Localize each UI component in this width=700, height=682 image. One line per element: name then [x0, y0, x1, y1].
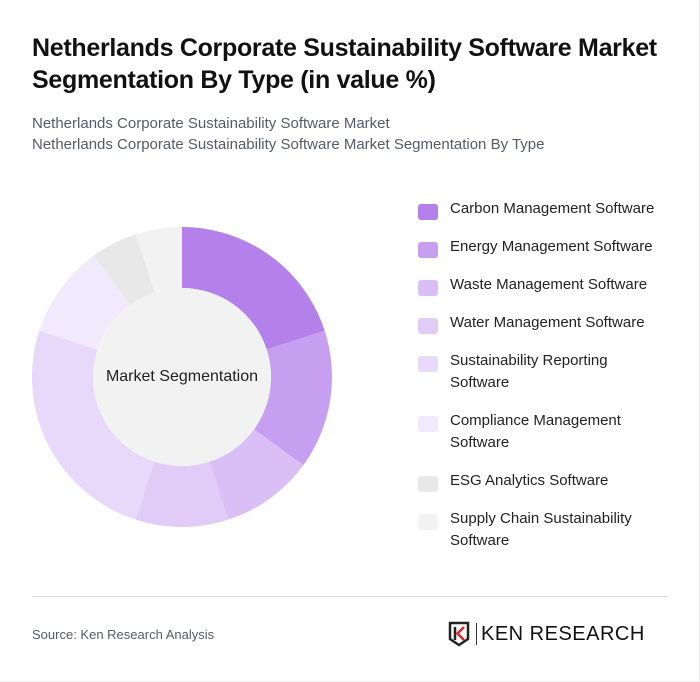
legend-label: Supply Chain Sustainability Software — [450, 510, 632, 549]
legend-label: Waste Management Software — [450, 276, 648, 293]
legend-swatch-icon — [418, 356, 438, 372]
legend-item[interactable]: ESG Analytics Software — [418, 470, 678, 492]
legend-swatch-icon — [418, 280, 438, 296]
brand-logo: KEN RESEARCH — [448, 620, 645, 648]
legend-item[interactable]: Sustainability Reporting Software — [418, 350, 678, 394]
legend-swatch-icon — [418, 242, 438, 258]
subtitle: Netherlands Corporate Sustainability Sof… — [32, 113, 545, 155]
subtitle-line-1: Netherlands Corporate Sustainability Sof… — [32, 115, 390, 132]
legend-label: Carbon Management Software — [450, 200, 655, 217]
donut-slice[interactable] — [182, 227, 325, 350]
footer-divider — [32, 596, 668, 597]
donut-chart — [32, 227, 332, 527]
donut-hole — [93, 288, 271, 466]
donut-slice[interactable] — [135, 227, 182, 293]
donut-slice[interactable] — [93, 234, 155, 305]
page-title: Netherlands Corporate Sustainability Sof… — [32, 34, 657, 94]
legend-item[interactable]: Water Management Software — [418, 312, 678, 334]
donut-slice[interactable] — [39, 255, 130, 350]
legend-swatch-icon — [418, 514, 438, 530]
legend-label: Compliance Management Software — [450, 412, 621, 451]
donut-slice[interactable] — [135, 461, 229, 527]
legend-label: ESG Analytics Software — [450, 472, 609, 489]
legend-swatch-icon — [418, 318, 438, 334]
brand-name: KEN RESEARCH — [481, 622, 645, 645]
legend-item[interactable]: Waste Management Software — [418, 274, 678, 296]
legend-item[interactable]: Supply Chain Sustainability Software — [418, 508, 678, 552]
legend-swatch-icon — [418, 416, 438, 432]
chart-legend: Carbon Management Software Energy Managem… — [418, 198, 678, 568]
legend-item[interactable]: Carbon Management Software — [418, 198, 678, 220]
ken-research-logo-icon — [448, 621, 470, 647]
source-note: Source: Ken Research Analysis — [32, 627, 215, 642]
brand-separator — [476, 623, 477, 645]
legend-label: Sustainability Reporting Software — [450, 352, 608, 391]
legend-label: Energy Management Software — [450, 238, 653, 255]
legend-item[interactable]: Compliance Management Software — [418, 410, 678, 454]
donut-slice[interactable] — [254, 330, 332, 466]
legend-swatch-icon — [418, 476, 438, 492]
legend-label: Water Management Software — [450, 314, 645, 331]
donut-slice[interactable] — [32, 330, 155, 520]
subtitle-line-2: Netherlands Corporate Sustainability Sof… — [32, 136, 545, 153]
legend-item[interactable]: Energy Management Software — [418, 236, 678, 258]
legend-swatch-icon — [418, 204, 438, 220]
donut-slice[interactable] — [209, 429, 304, 520]
